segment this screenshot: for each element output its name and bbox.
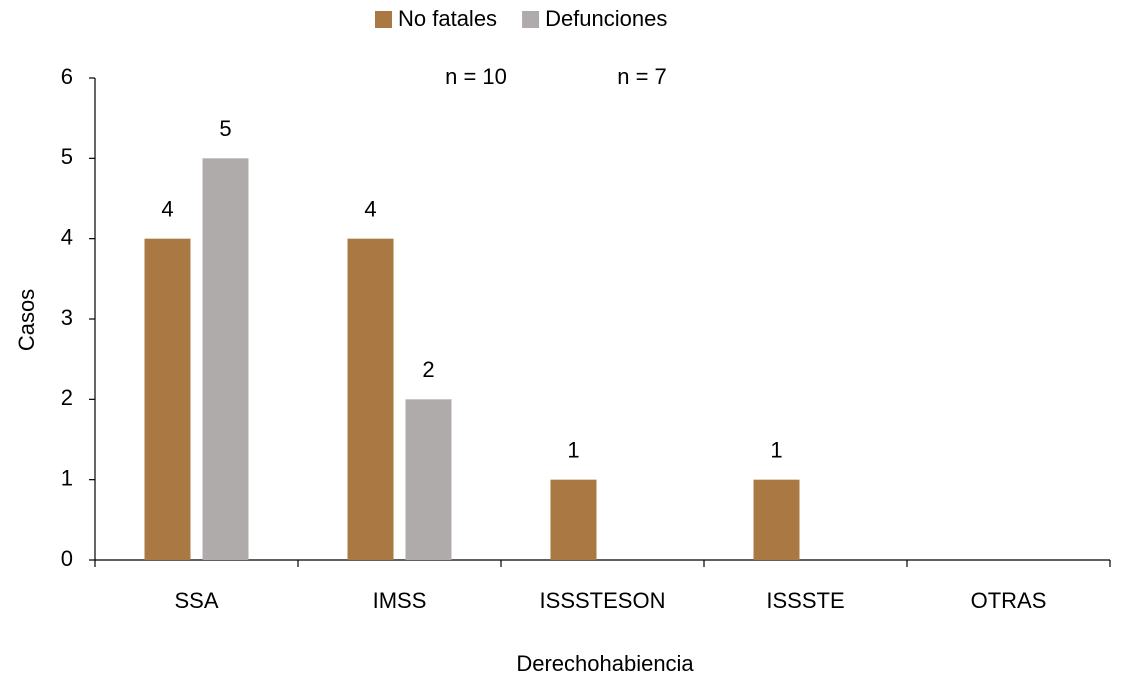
bar <box>551 480 597 560</box>
bar <box>406 399 452 560</box>
x-tick-label: IMSS <box>373 588 427 613</box>
data-label: 4 <box>364 196 376 221</box>
legend-swatch <box>522 11 539 28</box>
annotation: n = 7 <box>617 64 667 89</box>
y-tick-label: 1 <box>61 465 73 490</box>
y-tick-label: 0 <box>61 546 73 571</box>
y-tick-label: 5 <box>61 144 73 169</box>
data-label: 4 <box>161 196 173 221</box>
data-label: 1 <box>567 437 579 462</box>
bar <box>145 239 191 560</box>
x-axis-label: Derechohabiencia <box>516 651 694 676</box>
y-tick-label: 4 <box>61 224 73 249</box>
x-tick-label: ISSSTESON <box>540 588 666 613</box>
y-axis-label: Casos <box>14 289 39 351</box>
y-tick-label: 2 <box>61 385 73 410</box>
annotation: n = 10 <box>445 64 507 89</box>
chart: Casos Derechohabiencia n = 10 n = 7 0 1 2 3… <box>0 0 1127 682</box>
bar <box>348 239 394 560</box>
data-label: 1 <box>770 437 782 462</box>
legend-label: No fatales <box>398 6 497 31</box>
x-tick-label: ISSSTE <box>766 588 844 613</box>
legend-swatch <box>375 11 392 28</box>
y-tick-label: 3 <box>61 305 73 330</box>
y-tick-label: 6 <box>61 64 73 89</box>
legend-label: Defunciones <box>545 6 667 31</box>
x-tick-label: OTRAS <box>971 588 1047 613</box>
bar <box>754 480 800 560</box>
x-tick-label: SSA <box>174 588 218 613</box>
data-label: 5 <box>219 116 231 141</box>
bar <box>203 158 249 560</box>
data-label: 2 <box>422 357 434 382</box>
